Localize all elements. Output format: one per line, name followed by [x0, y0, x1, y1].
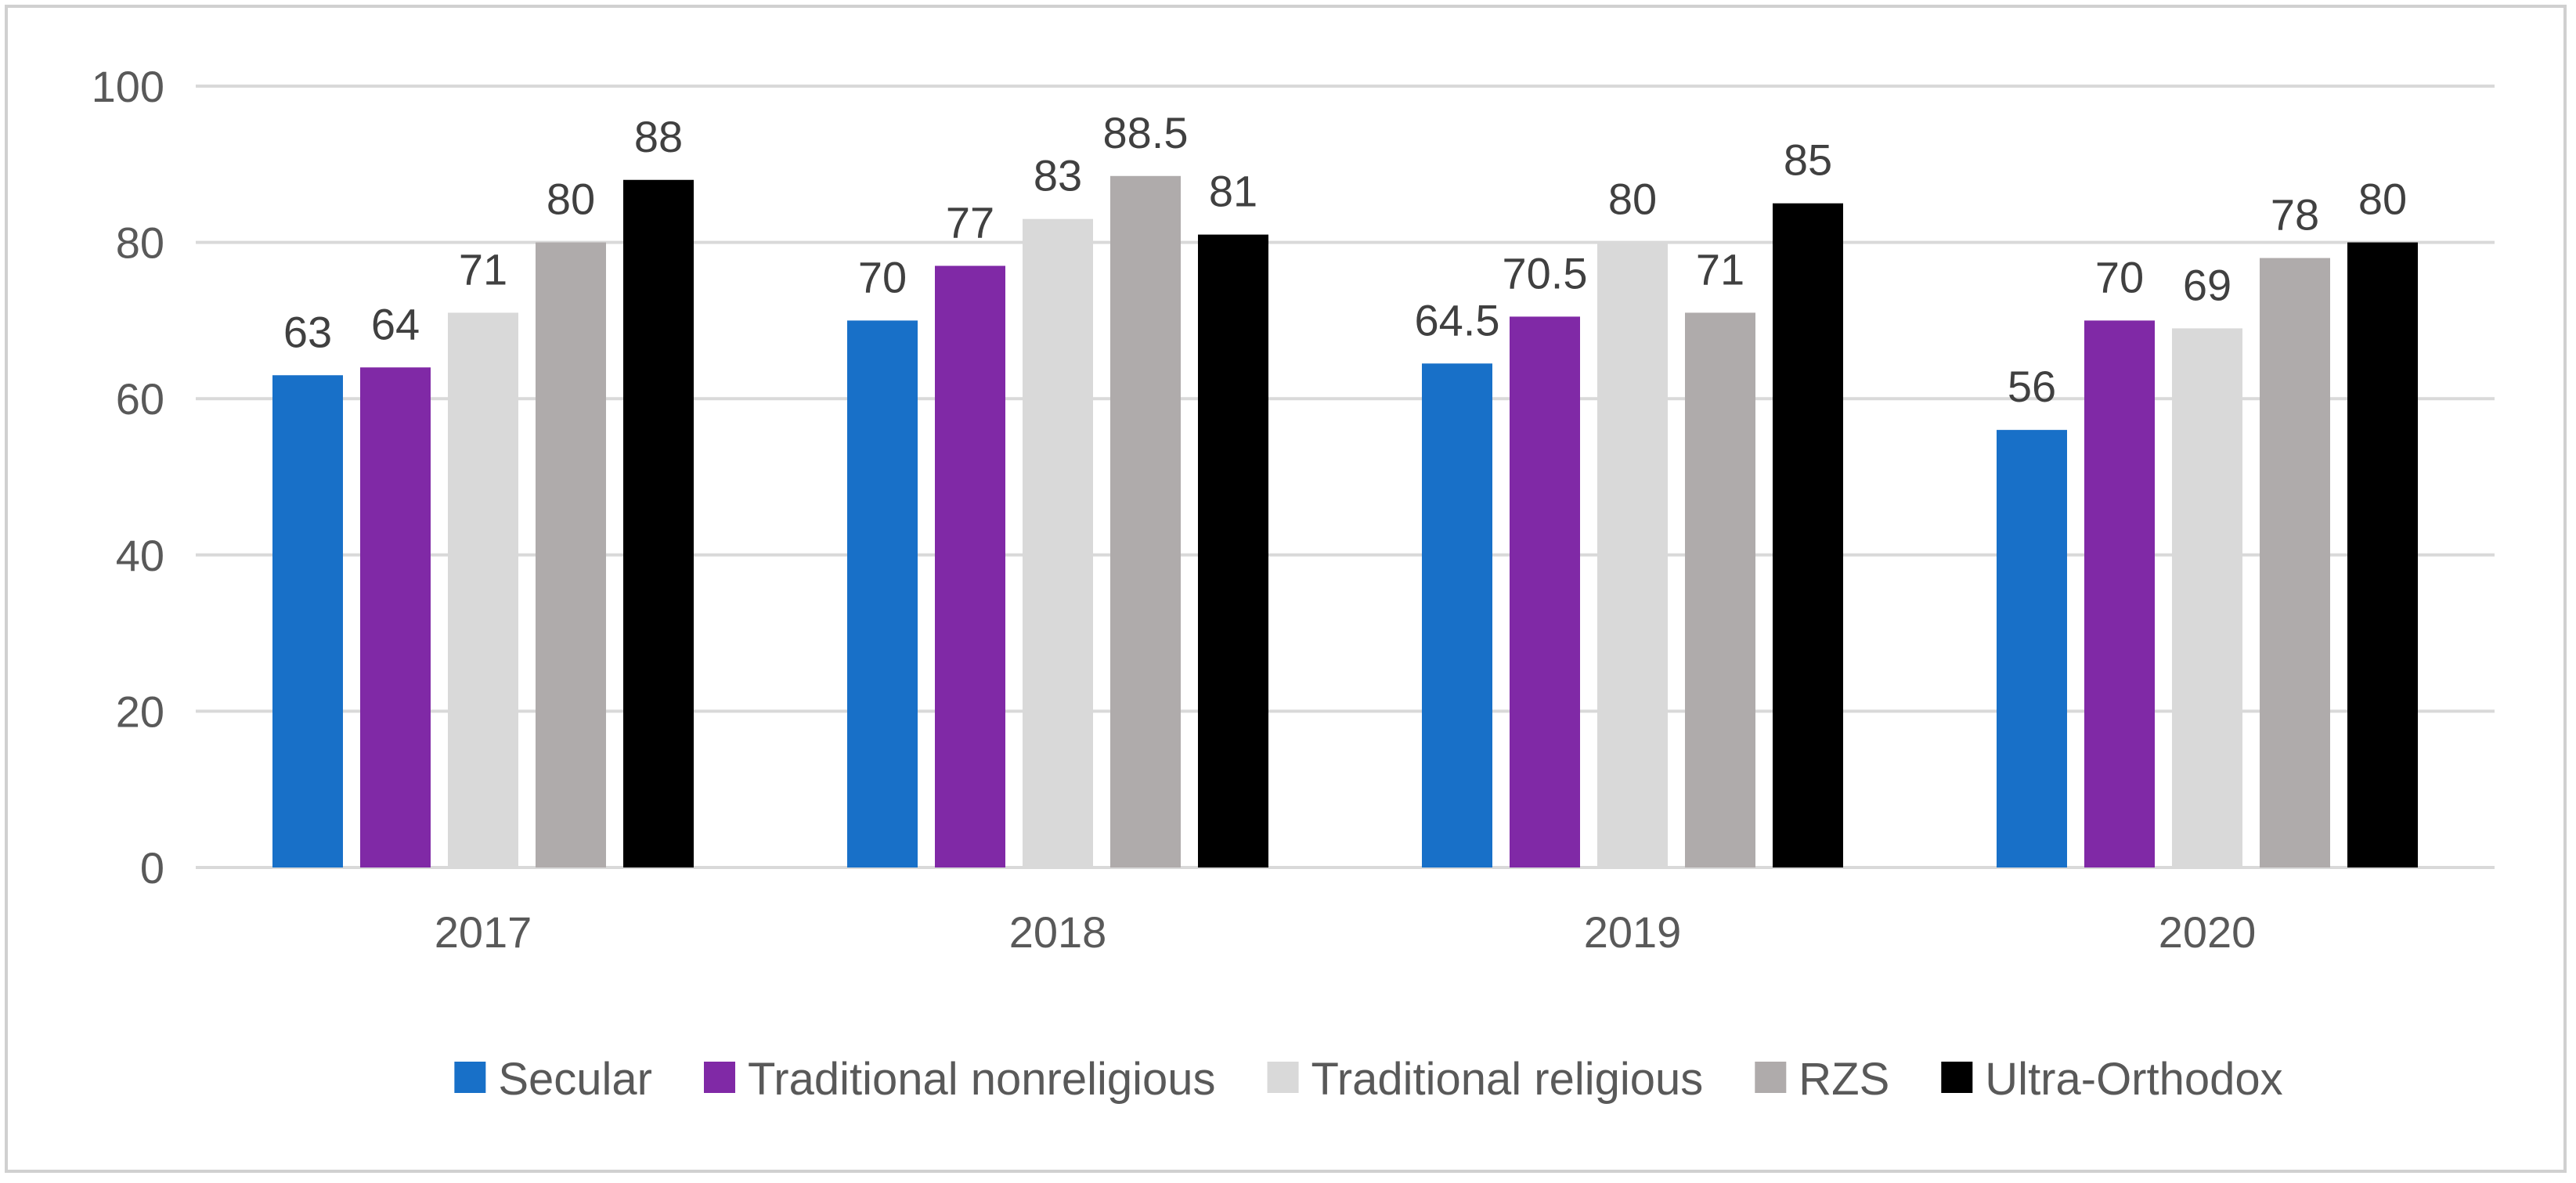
data-label: 83 [1034, 151, 1082, 200]
bar-ultra-orthodox-2018 [1198, 234, 1268, 867]
x-axis-ticks: 2017 2018 2019 2020 [435, 907, 2257, 957]
bar-traditional-religious-2017 [448, 312, 518, 867]
bar-traditional-religious-2020 [2172, 328, 2242, 867]
legend-swatch [1755, 1062, 1787, 1093]
data-label: 85 [1784, 135, 1832, 185]
bar-ultra-orthodox-2017 [623, 179, 694, 867]
bar-traditional-nonreligious-2020 [2084, 320, 2155, 867]
data-label: 70 [2095, 252, 2144, 301]
y-tick-label: 80 [116, 218, 164, 268]
data-label: 80 [547, 175, 595, 224]
data-label: 80 [2358, 175, 2407, 224]
legend-swatch [704, 1062, 736, 1093]
x-tick-label: 2020 [2159, 907, 2257, 957]
data-label: 80 [1608, 175, 1657, 224]
bar-traditional-nonreligious-2019 [1510, 316, 1580, 867]
legend-item-traditional-religious: Traditional religious [1267, 1054, 1704, 1105]
bar-traditional-nonreligious-2017 [360, 367, 431, 867]
bar-rzs-2019 [1685, 312, 1755, 867]
data-label: 88 [634, 112, 683, 161]
legend-swatch [1941, 1062, 1973, 1093]
y-tick-label: 40 [116, 531, 164, 580]
legend-item-traditional-nonreligious: Traditional nonreligious [704, 1054, 1216, 1105]
bar-secular-2017 [272, 375, 343, 867]
data-label: 70 [858, 252, 907, 301]
data-label: 88.5 [1103, 108, 1189, 157]
data-label: 71 [1696, 244, 1744, 294]
data-label: 64.5 [1415, 295, 1500, 344]
data-label: 70.5 [1503, 248, 1588, 298]
y-tick-label: 100 [92, 62, 164, 111]
data-label: 63 [283, 307, 332, 356]
bars [272, 175, 2418, 868]
legend-label: Traditional nonreligious [748, 1054, 1216, 1105]
data-label: 71 [459, 244, 507, 294]
legend-label: RZS [1799, 1054, 1889, 1105]
bar-rzs-2017 [536, 242, 606, 868]
bar-ultra-orthodox-2020 [2347, 242, 2418, 868]
bar-traditional-religious-2019 [1597, 242, 1668, 868]
data-labels: 63 64 71 80 88 70 77 83 88.5 81 64.570.5 80 71 85 56 70… [283, 108, 2407, 411]
data-label: 77 [946, 198, 994, 247]
bar-traditional-nonreligious-2018 [935, 265, 1005, 867]
bar-traditional-religious-2018 [1023, 218, 1093, 867]
bar-rzs-2020 [2260, 258, 2330, 867]
legend-item-rzs: RZS [1755, 1054, 1889, 1105]
legend-label: Traditional religious [1311, 1054, 1704, 1105]
legend-swatch [1267, 1062, 1299, 1093]
bar-secular-2018 [847, 320, 918, 867]
y-tick-label: 20 [116, 687, 164, 736]
y-tick-label: 60 [116, 374, 164, 424]
legend-item-ultra-orthodox: Ultra-Orthodox [1941, 1054, 2283, 1105]
legend-item-secular: Secular [454, 1054, 652, 1105]
x-tick-label: 2017 [435, 907, 532, 957]
data-label: 69 [2183, 260, 2231, 309]
y-tick-label: 0 [140, 843, 164, 893]
bar-ultra-orthodox-2019 [1773, 203, 1843, 867]
data-label: 64 [371, 299, 420, 348]
data-label: 81 [1209, 167, 1257, 216]
legend-label: Ultra-Orthodox [1985, 1054, 2282, 1105]
y-axis-ticks: 0 20 40 60 80 100 [92, 62, 164, 893]
data-label: 78 [2271, 190, 2319, 240]
chart-frame: 0 20 40 60 80 100 63 64 71 80 88 70 77 83 88.5 81 64.5 7… [5, 5, 2567, 1173]
legend-label: Secular [498, 1054, 652, 1105]
legend: Secular Traditional nonreligious Tradition… [454, 1054, 2283, 1105]
legend-swatch [454, 1062, 486, 1093]
bar-secular-2019 [1422, 363, 1492, 867]
data-label: 56 [2008, 362, 2056, 411]
bar-rzs-2018 [1110, 175, 1181, 867]
bar-secular-2020 [1997, 430, 2067, 867]
x-tick-label: 2019 [1584, 907, 1682, 957]
x-tick-label: 2018 [1009, 907, 1107, 957]
